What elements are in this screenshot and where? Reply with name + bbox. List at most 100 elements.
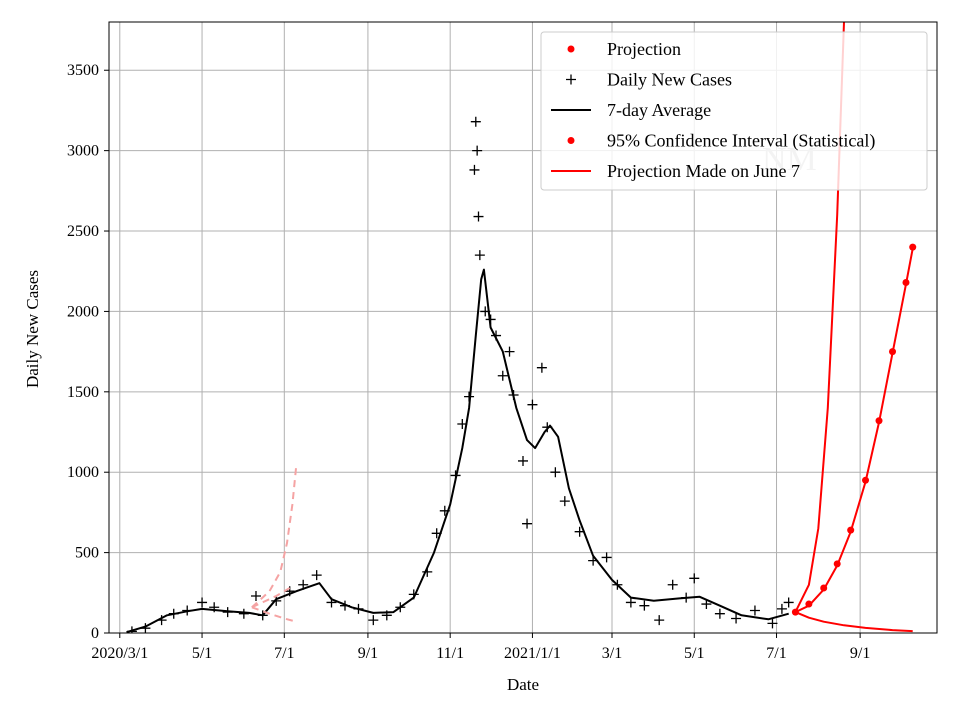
- point-daily-new-cases: [250, 591, 261, 602]
- series-95-confidence-interval-statistical-middle: [794, 248, 914, 614]
- series-95-confidence-interval-statistical-lower: [795, 611, 913, 633]
- point-projection: [909, 243, 917, 251]
- point-daily-new-cases: [601, 552, 612, 563]
- x-tick-label: 9/1: [850, 645, 870, 662]
- point-daily-new-cases: [612, 579, 623, 590]
- point-daily-new-cases: [222, 607, 233, 618]
- point-daily-new-cases: [353, 603, 364, 614]
- y-tick-label: 3000: [67, 143, 99, 160]
- point-daily-new-cases: [140, 623, 151, 633]
- x-tick-label: 9/1: [358, 645, 378, 662]
- x-tick-label: 7/1: [274, 645, 294, 662]
- y-axis-title: Daily New Cases: [23, 270, 42, 388]
- point-daily-new-cases: [776, 603, 787, 614]
- point-daily-new-cases: [439, 505, 450, 516]
- point-daily-new-cases: [714, 608, 725, 619]
- point-daily-new-cases: [431, 528, 442, 539]
- point-daily-new-cases: [422, 566, 433, 577]
- point-daily-new-cases: [450, 470, 461, 481]
- point-daily-new-cases: [197, 597, 208, 608]
- point-daily-new-cases: [559, 496, 570, 507]
- point-daily-new-cases: [625, 597, 636, 608]
- point-daily-new-cases: [464, 391, 475, 402]
- point-daily-new-cases: [542, 422, 553, 433]
- legend-label: Projection Made on June 7: [607, 161, 800, 181]
- point-daily-new-cases: [238, 608, 249, 619]
- point-daily-new-cases: [311, 570, 322, 581]
- legend-box: [540, 31, 928, 191]
- plot-frame: [108, 21, 938, 634]
- y-tick-label: 2500: [67, 223, 99, 240]
- x-tick-label: 5/1: [192, 645, 212, 662]
- point-daily-new-cases: [536, 362, 547, 373]
- series-projection-made-on-june-7-lower: [251, 606, 297, 623]
- x-tick-label: 3/1: [602, 645, 622, 662]
- point-daily-new-cases: [639, 600, 650, 611]
- point-daily-new-cases: [326, 597, 337, 608]
- point-daily-new-cases: [667, 579, 678, 590]
- point-daily-new-cases: [480, 306, 491, 317]
- point-daily-new-cases: [574, 526, 585, 537]
- point-daily-new-cases: [689, 573, 700, 584]
- point-daily-new-cases: [654, 615, 665, 626]
- legend: Projection Daily New Cases 7-day Average 95…: [540, 31, 928, 191]
- point-daily-new-cases: [518, 455, 528, 466]
- y-tick-label: 0: [91, 625, 99, 642]
- point-daily-new-cases: [731, 613, 742, 624]
- point-daily-new-cases: [504, 346, 515, 357]
- legend-label: Projection: [607, 39, 681, 59]
- y-tick-label: 1000: [67, 464, 99, 481]
- point-daily-new-cases: [368, 615, 379, 626]
- point-daily-new-cases: [783, 597, 794, 608]
- legend-marker-dot: [567, 137, 575, 144]
- point-daily-new-cases: [470, 116, 481, 127]
- point-daily-new-cases: [298, 579, 309, 590]
- x-tick-label: 7/1: [766, 645, 786, 662]
- point-daily-new-cases: [749, 605, 760, 616]
- point-daily-new-cases: [209, 602, 220, 613]
- legend-marker-plus: [566, 74, 576, 85]
- point-daily-new-cases: [126, 626, 137, 633]
- x-tick-label: 5/1: [684, 645, 704, 662]
- point-daily-new-cases: [156, 615, 167, 626]
- x-tick-label: 2020/3/1: [91, 645, 148, 662]
- point-daily-new-cases: [497, 370, 508, 381]
- legend-marker-dot: [567, 45, 575, 53]
- point-daily-new-cases: [469, 164, 480, 175]
- point-daily-new-cases: [485, 314, 496, 325]
- point-daily-new-cases: [381, 610, 392, 621]
- point-daily-new-cases: [257, 610, 268, 621]
- x-tick-label: 2021/1/1: [504, 645, 561, 662]
- legend-label: 7-day Average: [607, 100, 711, 120]
- point-daily-new-cases: [339, 600, 350, 611]
- point-daily-new-cases: [474, 250, 485, 261]
- point-daily-new-cases: [491, 330, 502, 341]
- y-tick-label: 2000: [67, 303, 99, 320]
- point-daily-new-cases: [457, 418, 468, 429]
- legend-label: Daily New Cases: [607, 70, 732, 90]
- y-tick-label: 500: [75, 545, 99, 562]
- point-daily-new-cases: [527, 399, 538, 410]
- point-daily-new-cases: [408, 589, 419, 600]
- point-daily-new-cases: [284, 586, 295, 597]
- point-daily-new-cases: [681, 592, 692, 603]
- point-daily-new-cases: [767, 618, 778, 629]
- legend-label: 95% Confidence Interval (Statistical): [607, 131, 875, 152]
- y-tick-label: 1500: [67, 384, 99, 401]
- point-daily-new-cases: [395, 602, 406, 613]
- point-daily-new-cases: [701, 599, 712, 610]
- axes: 2020/3/1 5/1 7/1 9/1 11/1 2021/1/1 3/1 5/1 7/1 9/…: [67, 21, 938, 662]
- y-tick-label: 3500: [67, 62, 99, 79]
- point-daily-new-cases: [271, 595, 282, 606]
- point-daily-new-cases: [182, 605, 193, 616]
- point-daily-new-cases: [168, 608, 179, 619]
- series-projection-made-on-june-7-mid: [251, 587, 291, 609]
- x-tick-label: 11/1: [436, 645, 464, 662]
- point-daily-new-cases: [522, 518, 533, 529]
- point-daily-new-cases: [472, 145, 483, 156]
- series-projection-made-on-june-7-upper: [251, 464, 298, 609]
- point-daily-new-cases: [588, 555, 599, 566]
- x-axis-title: Date: [507, 675, 539, 694]
- point-daily-new-cases: [550, 467, 561, 478]
